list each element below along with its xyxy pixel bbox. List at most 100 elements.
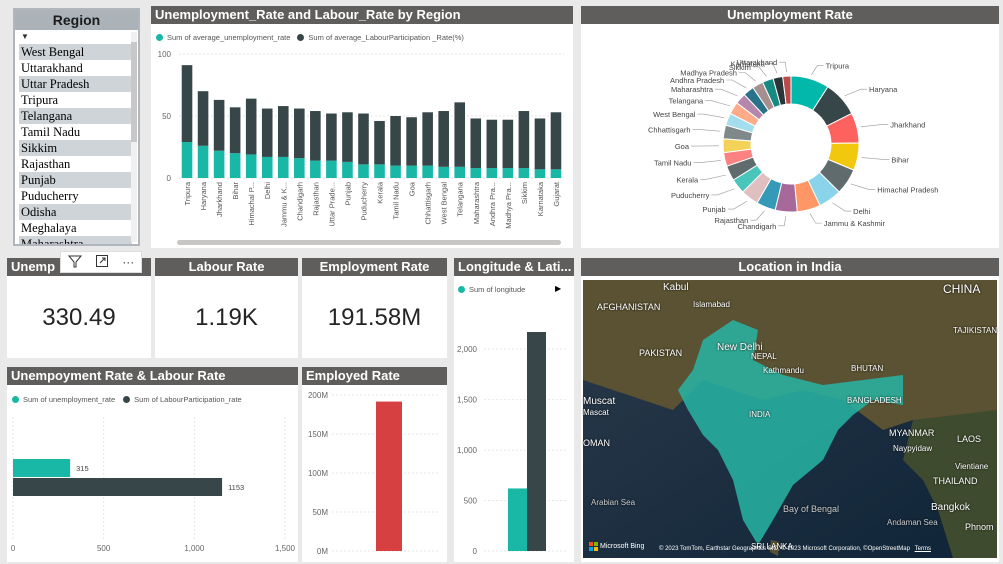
bar-labour[interactable] [213, 99, 225, 151]
bar-unemployment[interactable] [470, 168, 482, 178]
bar-unemployment[interactable] [422, 165, 433, 178]
donut-leader-line [809, 213, 822, 224]
bar-unemployment[interactable] [229, 153, 241, 178]
map-title: Location in India [581, 258, 999, 276]
bar-labour[interactable] [534, 118, 546, 170]
bar-labour[interactable] [229, 107, 241, 154]
bar-labour[interactable] [358, 113, 369, 165]
bar-labour[interactable] [406, 117, 417, 166]
slicer-item[interactable]: Uttarakhand [21, 61, 83, 75]
map-copyright: © 2023 TomTom, Earthstar Geographics SIO… [659, 546, 931, 552]
bar-unemployment[interactable] [197, 145, 209, 178]
bar-labour[interactable] [342, 112, 353, 162]
more-options-icon[interactable]: ··· [122, 255, 135, 269]
slicer-item[interactable]: Odisha [19, 204, 132, 220]
bar-labour[interactable] [374, 120, 385, 165]
slicer-item[interactable]: Tamil Nadu [21, 125, 81, 139]
slicer-item[interactable]: Telangana [19, 108, 132, 124]
slicer-item[interactable]: Puducherry [21, 189, 79, 203]
donut-label: Punjab [702, 205, 725, 214]
filter-icon[interactable] [67, 254, 82, 271]
employment-rate-card-value: 191.58M [327, 304, 422, 331]
slicer-scrollbar[interactable] [131, 32, 137, 242]
slicer-item[interactable]: Maharashtra [19, 236, 132, 244]
y-tick-label: 500 [464, 497, 478, 506]
bar-unemployment[interactable] [502, 168, 514, 178]
bar-labour[interactable] [326, 113, 337, 161]
copyright-text: © 2023 TomTom, Earthstar Geographics SIO… [659, 546, 910, 552]
bar-unemployment[interactable] [261, 156, 273, 178]
bar-labour[interactable] [310, 111, 321, 161]
land-east [903, 410, 997, 558]
bar-unemployment[interactable] [294, 158, 305, 178]
data-label: 315 [76, 464, 89, 473]
bar-labour[interactable] [245, 98, 257, 155]
bar-unemployment[interactable] [342, 161, 353, 178]
donut-label: Chandigarh [737, 222, 776, 231]
donut-leader-line [779, 61, 787, 73]
legend-next-icon[interactable]: ▶ [555, 284, 562, 293]
bar-unemployment[interactable] [406, 165, 417, 178]
slicer-item[interactable]: Sikkim [19, 140, 132, 156]
donut-label: Andhra Pradesh [670, 76, 724, 85]
bar-longitude[interactable] [508, 488, 527, 551]
bar-latitude[interactable] [527, 332, 546, 551]
bar-unemployment[interactable] [550, 169, 562, 178]
bar-unemployment[interactable] [310, 160, 321, 178]
bar-labour[interactable] [454, 102, 466, 167]
slicer-item[interactable]: Rajasthan [21, 157, 71, 171]
bar-labour[interactable] [438, 111, 449, 167]
bar-labour[interactable] [422, 112, 433, 166]
y-tick-label: 0M [317, 547, 328, 556]
donut-slice[interactable] [782, 75, 792, 105]
donut-leader-line [693, 160, 721, 164]
slicer-item[interactable]: Tripura [21, 93, 59, 107]
bar-unemployment[interactable] [518, 168, 530, 178]
slicer-dropdown-icon[interactable]: ▼ [21, 32, 29, 41]
bar-unemployment[interactable] [13, 459, 71, 477]
bar-labour[interactable] [486, 119, 498, 169]
bar-labour[interactable] [13, 478, 223, 496]
slicer-item[interactable]: Punjab [19, 172, 132, 188]
x-tick-label: Tamil Nadu [392, 182, 401, 220]
bar-labour[interactable] [197, 91, 209, 146]
bar-unemployment[interactable] [277, 156, 289, 178]
slicer-item[interactable]: Uttar Pradesh [19, 76, 132, 92]
bar-labour[interactable] [390, 116, 401, 166]
bar-unemployment[interactable] [213, 150, 225, 178]
bar-unemployment[interactable] [534, 169, 546, 178]
slicer-item[interactable]: Meghalaya [21, 221, 77, 235]
bar-unemployment[interactable] [358, 164, 369, 178]
bar-labour[interactable] [518, 111, 530, 169]
x-tick-label: Jammu & K... [279, 182, 288, 227]
bar-labour[interactable] [277, 106, 289, 157]
bar-labour[interactable] [470, 118, 482, 169]
bar-unemployment[interactable] [245, 154, 257, 178]
bar-labour[interactable] [502, 119, 514, 169]
bar-unemployment[interactable] [438, 166, 449, 178]
slicer-item[interactable]: West Bengal [19, 44, 132, 60]
y-tick-label: 0 [167, 174, 172, 183]
bar-employed[interactable] [376, 401, 402, 551]
bar-labour[interactable] [261, 108, 273, 157]
x-tick-label: West Bengal [440, 182, 449, 225]
bar-labour[interactable] [294, 108, 305, 159]
region-chart-scrollbar[interactable] [177, 240, 561, 245]
slicer-scroll-thumb[interactable] [131, 42, 137, 142]
bar-unemployment[interactable] [486, 168, 498, 178]
bar-unemployment[interactable] [181, 142, 193, 178]
bar-unemployment[interactable] [326, 160, 337, 178]
bar-labour[interactable] [181, 65, 193, 143]
donut-label: Goa [675, 142, 690, 151]
map-view[interactable] [583, 280, 997, 558]
legend-label-hbar-unemployment: Sum of unemployment_rate [23, 395, 116, 404]
bar-unemployment[interactable] [374, 164, 385, 178]
focus-mode-icon[interactable] [95, 254, 109, 271]
bar-unemployment[interactable] [454, 166, 466, 178]
bar-labour[interactable] [550, 112, 562, 170]
y-tick-label: 1,500 [457, 396, 478, 405]
legend-swatch-labour [297, 34, 305, 41]
terms-link[interactable]: Terms [914, 546, 931, 552]
bar-unemployment[interactable] [390, 165, 401, 178]
legend-label-longitude: Sum of longitude [469, 285, 526, 294]
